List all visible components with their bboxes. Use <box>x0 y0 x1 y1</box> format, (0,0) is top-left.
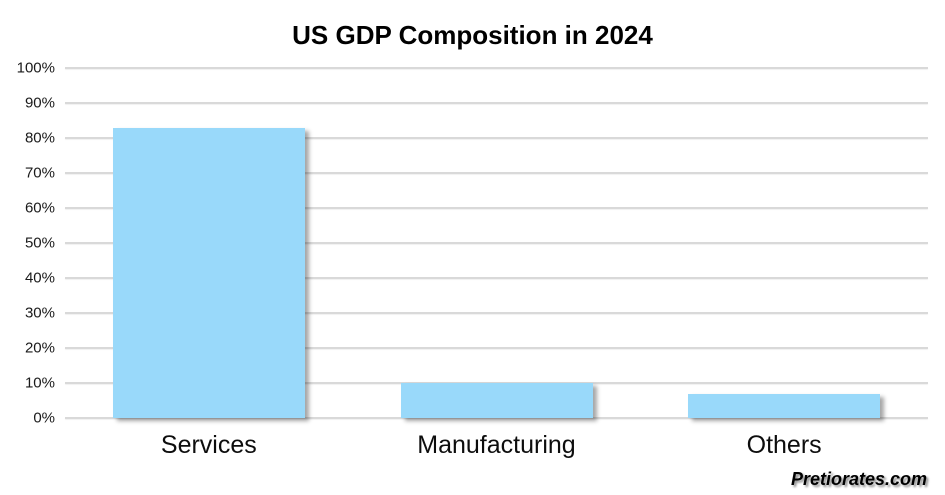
gridline-30% <box>65 312 928 314</box>
gridline-50% <box>65 242 928 244</box>
y-axis-tick-labels: 0% 10% 20% 30% 40% 50% 60% 70% 80% 90% 100% <box>0 60 55 427</box>
y-tick-label: 50% <box>24 234 55 252</box>
y-tick-label: 40% <box>24 269 55 287</box>
y-tick-label: 90% <box>24 94 55 112</box>
gridline-60% <box>65 207 928 209</box>
y-tick-label: 0% <box>33 409 55 427</box>
category-label-services: Services <box>160 431 257 459</box>
bar-others <box>688 393 881 418</box>
x-axis-category-labels: Services Manufacturing Others <box>65 431 928 467</box>
y-tick-label: 100% <box>16 59 55 77</box>
y-tick-label: 70% <box>24 164 55 182</box>
bar-services <box>112 127 305 418</box>
category-label-manufacturing: Manufacturing <box>417 431 576 459</box>
gridline-90% <box>65 102 928 104</box>
y-tick-label: 60% <box>24 199 55 217</box>
plot-area <box>65 67 928 419</box>
gridline-0% <box>65 417 928 419</box>
watermark: Pretiorates.com <box>790 469 927 489</box>
bar-manufacturing <box>400 383 593 418</box>
y-tick-label: 20% <box>24 339 55 357</box>
gridline-70% <box>65 172 928 174</box>
y-tick-label: 10% <box>24 374 55 392</box>
gridline-80% <box>65 137 928 139</box>
y-tick-label: 80% <box>24 129 55 147</box>
category-label-others: Others <box>746 431 822 459</box>
gridline-40% <box>65 277 928 279</box>
gridline-20% <box>65 347 928 349</box>
chart-title: US GDP Composition in 2024 <box>292 20 653 50</box>
y-tick-label: 30% <box>24 304 55 322</box>
gridline-100% <box>65 67 928 69</box>
